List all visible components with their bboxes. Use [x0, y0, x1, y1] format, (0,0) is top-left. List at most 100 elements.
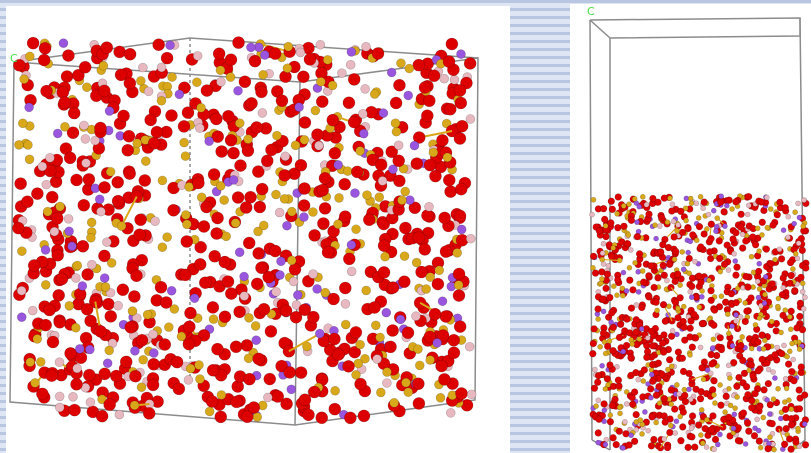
oxygen-atom [436, 329, 450, 342]
oxygen-atom [46, 335, 60, 349]
boron-atom [795, 200, 801, 207]
oxygen-atom [627, 371, 635, 380]
oxygen-atom [769, 221, 777, 229]
oxygen-atom [757, 198, 765, 206]
oxygen-atom [744, 391, 752, 399]
sodium-atom [378, 108, 389, 118]
silicon-atom [714, 215, 721, 221]
silicon-atom [215, 181, 226, 191]
boron-atom [360, 84, 370, 94]
sodium-atom [99, 273, 110, 283]
oxygen-atom [431, 277, 445, 291]
oxygen-atom [749, 372, 757, 380]
silicon-atom [683, 217, 689, 224]
oxygen-atom [715, 254, 724, 263]
silicon-atom [677, 282, 683, 288]
boron-atom [675, 222, 682, 228]
boron-atom [439, 73, 450, 84]
silicon-atom [789, 340, 795, 347]
oxygen-atom [657, 248, 665, 256]
silicon-atom [185, 363, 196, 374]
oxygen-atom [298, 182, 311, 195]
boron-atom [589, 211, 595, 218]
oxygen-atom [620, 222, 628, 230]
oxygen-atom [796, 312, 804, 321]
oxygen-atom [627, 304, 636, 312]
oxygen-atom [110, 369, 123, 383]
oxygen-atom [629, 400, 637, 409]
oxygen-atom [802, 264, 810, 272]
oxygen-atom [633, 232, 642, 241]
oxygen-atom [43, 164, 57, 178]
silicon-atom [699, 440, 706, 446]
boron-atom [150, 216, 160, 226]
sodium-atom [642, 409, 648, 415]
oxygen-atom [211, 211, 224, 225]
oxygen-atom [762, 245, 771, 253]
silicon-atom [756, 315, 763, 321]
silicon-atom [413, 344, 423, 354]
oxygen-atom [315, 411, 329, 425]
sodium-atom [636, 203, 643, 210]
oxygen-atom [730, 358, 738, 367]
silicon-atom [626, 264, 633, 271]
oxygen-atom [729, 235, 737, 243]
oxygen-atom [611, 395, 619, 404]
oxygen-atom [146, 378, 160, 392]
boron-atom [295, 47, 306, 58]
boron-atom [794, 255, 801, 262]
oxygen-atom [315, 95, 329, 108]
silicon-atom [652, 222, 658, 229]
silicon-atom [340, 319, 351, 330]
silicon-atom [24, 154, 35, 165]
oxygen-atom [103, 398, 116, 411]
oxygen-atom [654, 198, 662, 206]
oxygen-atom [755, 437, 764, 445]
oxygen-atom [737, 223, 745, 231]
oxygen-atom [423, 158, 437, 172]
boron-atom [774, 344, 781, 351]
oxygen-atom [764, 379, 773, 388]
silicon-atom [390, 118, 401, 128]
oxygen-atom [779, 274, 787, 282]
silicon-atom [351, 370, 361, 380]
oxygen-atom [438, 373, 451, 386]
silicon-atom [129, 400, 140, 411]
oxygen-atom [665, 260, 674, 269]
silicon-atom [42, 206, 53, 217]
oxygen-atom [245, 97, 258, 110]
oxygen-atom [723, 241, 731, 249]
oxygen-atom [667, 332, 676, 340]
boron-atom [465, 233, 476, 244]
silicon-atom [192, 77, 202, 88]
silicon-atom [287, 206, 297, 217]
oxygen-atom [98, 367, 111, 381]
oxygen-atom [435, 359, 448, 373]
boron-atom [785, 213, 792, 220]
boron-atom [263, 392, 273, 403]
silicon-atom [668, 401, 675, 407]
sodium-atom [653, 235, 659, 242]
boron-atom [105, 287, 116, 298]
silicon-atom [97, 394, 107, 405]
oxygen-atom [679, 423, 687, 431]
oxygen-atom [183, 320, 196, 334]
sodium-atom [780, 227, 787, 234]
oxygen-atom [278, 169, 291, 182]
oxygen-atom [632, 328, 640, 337]
oxygen-atom [294, 158, 308, 172]
oxygen-atom [45, 369, 59, 382]
sodium-atom [77, 281, 88, 291]
oxygen-atom [707, 426, 716, 434]
silicon-atom [421, 284, 432, 294]
oxygen-atom [626, 276, 634, 284]
oxygen-atom [208, 249, 221, 263]
oxygen-atom [275, 94, 289, 108]
sodium-atom [648, 394, 654, 401]
oxygen-atom [751, 389, 759, 398]
silicon-atom [667, 195, 673, 202]
oxygen-atom [393, 174, 406, 188]
oxygen-atom [766, 401, 774, 409]
oxygen-atom [250, 277, 264, 291]
boron-atom [63, 214, 74, 224]
